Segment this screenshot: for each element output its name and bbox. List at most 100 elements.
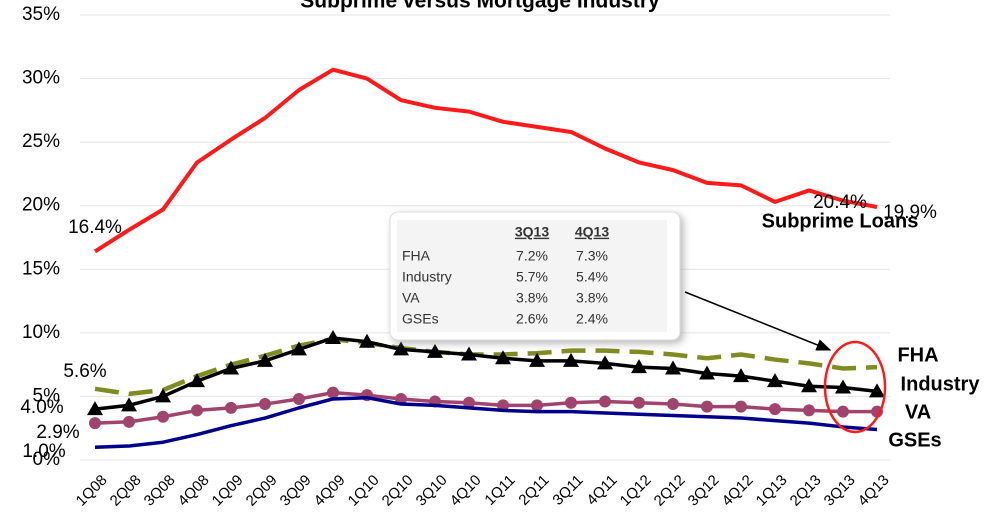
triangle-marker [767, 373, 783, 388]
y-tick-label: 20% [22, 195, 60, 216]
series-name: VA [905, 401, 931, 423]
triangle-marker [155, 388, 171, 403]
triangle-marker [699, 365, 715, 380]
x-tick-label: 4Q08 [175, 472, 213, 510]
circle-marker [599, 395, 611, 408]
series-line [94, 336, 878, 397]
x-tick-label: 2Q10 [379, 472, 417, 510]
x-tick-label: 1Q08 [73, 472, 111, 510]
inset-cell: 7.3% [576, 248, 608, 264]
inset-inner [397, 220, 667, 332]
inset-cell: 3.8% [576, 290, 608, 306]
x-tick-label: 4Q12 [719, 472, 757, 510]
data-label: 19.9% [883, 202, 937, 223]
circle-marker [497, 399, 509, 412]
inset-cell: FHA [402, 248, 431, 264]
inset-cell: Industry [402, 269, 452, 285]
inset-cell: VA [402, 290, 420, 306]
circle-marker [123, 415, 135, 428]
x-tick-label: 4Q11 [583, 472, 620, 509]
x-tick-label: 1Q10 [345, 472, 383, 510]
x-tick-label: 1Q12 [617, 472, 655, 510]
data-label: 4.0% [20, 397, 63, 418]
inset-cell: 2.4% [576, 311, 608, 327]
y-tick-label: 30% [22, 68, 60, 89]
x-tick-label: 2Q11 [515, 472, 552, 509]
series-name: Subprime Loans [762, 210, 919, 232]
x-tick-label: 1Q11 [481, 472, 518, 509]
data-label: 2.9% [36, 422, 79, 443]
triangle-marker [393, 341, 409, 356]
x-tick-label: 3Q11 [549, 472, 586, 509]
circle-marker [735, 400, 747, 413]
data-label: 20.4% [813, 192, 867, 213]
data-label: 16.4% [68, 217, 122, 238]
y-tick-label: 5% [33, 385, 61, 406]
triangle-marker [495, 350, 511, 365]
inset-header: 3Q13 [515, 224, 549, 240]
triangle-marker [733, 368, 749, 383]
circle-marker [463, 396, 475, 409]
x-tick-label: 2Q12 [651, 472, 689, 510]
data-label: 5.6% [63, 361, 106, 382]
circle-marker [327, 386, 339, 399]
series-name: Industry [901, 373, 981, 395]
triangle-marker [835, 379, 851, 394]
inset-cell: GSEs [402, 311, 439, 327]
circle-marker [701, 400, 713, 413]
x-tick-label: 1Q13 [753, 472, 791, 510]
circle-marker [769, 403, 781, 416]
triangle-marker [869, 383, 885, 398]
series-name: FHA [897, 344, 938, 366]
y-tick-label: 15% [22, 258, 60, 279]
series-line [93, 67, 878, 254]
chart-title: Subprime versus Mortgage Industry [300, 0, 660, 13]
circle-marker [837, 405, 849, 418]
triangle-marker [563, 352, 579, 367]
x-tick-label: 3Q10 [413, 472, 451, 510]
triangle-marker [359, 333, 375, 348]
circle-marker [803, 404, 815, 417]
data-label: 1.0% [22, 441, 65, 462]
triangle-marker [631, 359, 647, 374]
triangle-marker [189, 373, 205, 388]
x-tick-label: 1Q09 [209, 472, 247, 510]
triangle-marker [529, 352, 545, 367]
triangle-marker [801, 378, 817, 393]
triangle-marker [223, 360, 239, 375]
circle-marker [157, 410, 169, 423]
y-tick-label: 35% [22, 4, 60, 25]
inset-cell: 2.6% [516, 311, 548, 327]
triangle-marker [665, 360, 681, 375]
circle-marker [191, 404, 203, 417]
x-tick-label: 2Q09 [243, 472, 281, 510]
series-line [94, 336, 878, 411]
x-tick-label: 4Q13 [855, 472, 893, 510]
highlight-ellipse [823, 340, 887, 434]
x-tick-label: 2Q08 [107, 472, 145, 510]
x-tick-label: 4Q10 [447, 472, 485, 510]
arrow [684, 291, 832, 351]
circle-marker [565, 396, 577, 409]
inset-cell: 5.4% [576, 269, 608, 285]
inset-cell: 5.7% [516, 269, 548, 285]
circle-marker [259, 398, 271, 411]
inset-cell: 7.2% [516, 248, 548, 264]
inset-header: 4Q13 [575, 224, 609, 240]
circle-marker [531, 399, 543, 412]
triangle-marker [461, 346, 477, 361]
x-tick-label: 3Q09 [277, 472, 315, 510]
series-name: GSEs [888, 429, 941, 451]
y-tick-label: 10% [22, 322, 60, 343]
x-tick-label: 2Q13 [787, 472, 825, 510]
triangle-marker [427, 343, 443, 358]
triangle-marker [291, 341, 307, 356]
circle-marker [633, 396, 645, 409]
series-line [94, 395, 878, 450]
circle-marker [225, 401, 237, 414]
triangle-marker [597, 355, 613, 370]
circle-marker [293, 392, 305, 405]
y-tick-label: 0% [33, 449, 61, 470]
x-tick-label: 3Q13 [821, 472, 859, 510]
